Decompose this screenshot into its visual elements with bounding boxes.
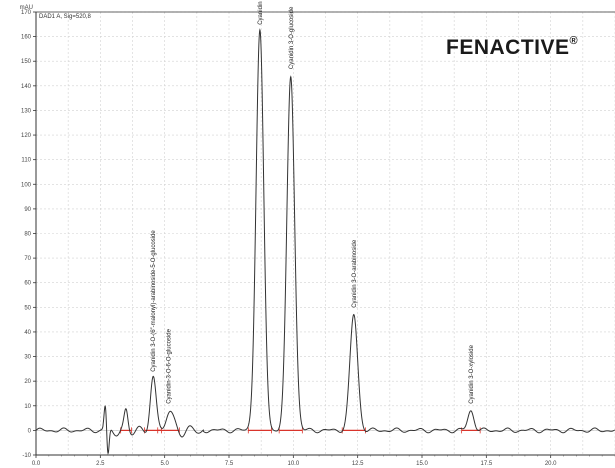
y-tick-label: 140 (21, 84, 32, 90)
peak-label: Cyanidin 3-O-xyloside (469, 344, 475, 403)
peak-label: Cyanidin 3-O-arabinoside-5-O-glucoside (258, 0, 264, 25)
y-tick-label: 70 (24, 256, 31, 262)
y-tick-label: 110 (21, 158, 31, 164)
x-tick-label: 7.5 (225, 461, 234, 467)
x-tick-label: 15.0 (416, 461, 428, 467)
y-tick-label: 40 (24, 330, 31, 336)
y-tick-label: 0 (28, 428, 32, 434)
y-tick-label: 80 (24, 232, 31, 238)
x-tick-label: 10.0 (287, 461, 299, 467)
y-tick-label: 90 (24, 207, 31, 213)
y-tick-label: 10 (24, 404, 31, 410)
y-axis-unit: mAU (20, 5, 33, 11)
x-tick-label: 0.0 (32, 461, 41, 467)
y-tick-label: 120 (21, 133, 32, 139)
y-tick-label: 100 (21, 182, 32, 188)
y-tick-label: 30 (24, 355, 31, 361)
x-tick-label: 2.5 (96, 461, 105, 467)
peak-annotations: Cyanidin 3-O-(6″-malonyl)-arabinoside-5-… (151, 0, 475, 404)
brand-name: FENACTIVE (446, 36, 570, 59)
peak-label: Cyanidin-3-O-6-O-glucoside (167, 328, 173, 403)
peak-label: Cyanidin 3-O-glucoside (289, 6, 295, 69)
x-tick-label: 5.0 (160, 461, 169, 467)
series-line (35, 28, 615, 455)
y-tick-label: 130 (21, 108, 32, 114)
y-tick-label: 150 (21, 59, 32, 65)
y-tick-label: 60 (24, 281, 31, 287)
y-tick-label: 50 (24, 305, 31, 311)
y-tick-label: 20 (24, 379, 31, 385)
x-tick-label: 20.0 (545, 461, 557, 467)
y-tick-label: 160 (21, 35, 32, 41)
y-tick-label: 170 (21, 10, 32, 16)
chart-ticks: -10 0 10 20 30 40 50 60 70 80 90 100 110 120 130 140 150… (21, 10, 615, 467)
y-tick-label: -10 (22, 453, 31, 459)
x-tick-label: 12.5 (352, 461, 364, 467)
signal-legend: DAD1 A, Sig=520,8 (39, 14, 92, 20)
x-tick-label: 17.5 (480, 461, 492, 467)
registered-mark: ® (569, 35, 579, 47)
peak-label: Cyanidin 3-O-arabinoside (352, 239, 358, 308)
brand-logo: FENACTIVE® (446, 35, 579, 60)
chart-grid (35, 11, 615, 456)
peak-label: Cyanidin 3-O-(6″-malonyl)-arabinoside-5-… (151, 230, 157, 372)
